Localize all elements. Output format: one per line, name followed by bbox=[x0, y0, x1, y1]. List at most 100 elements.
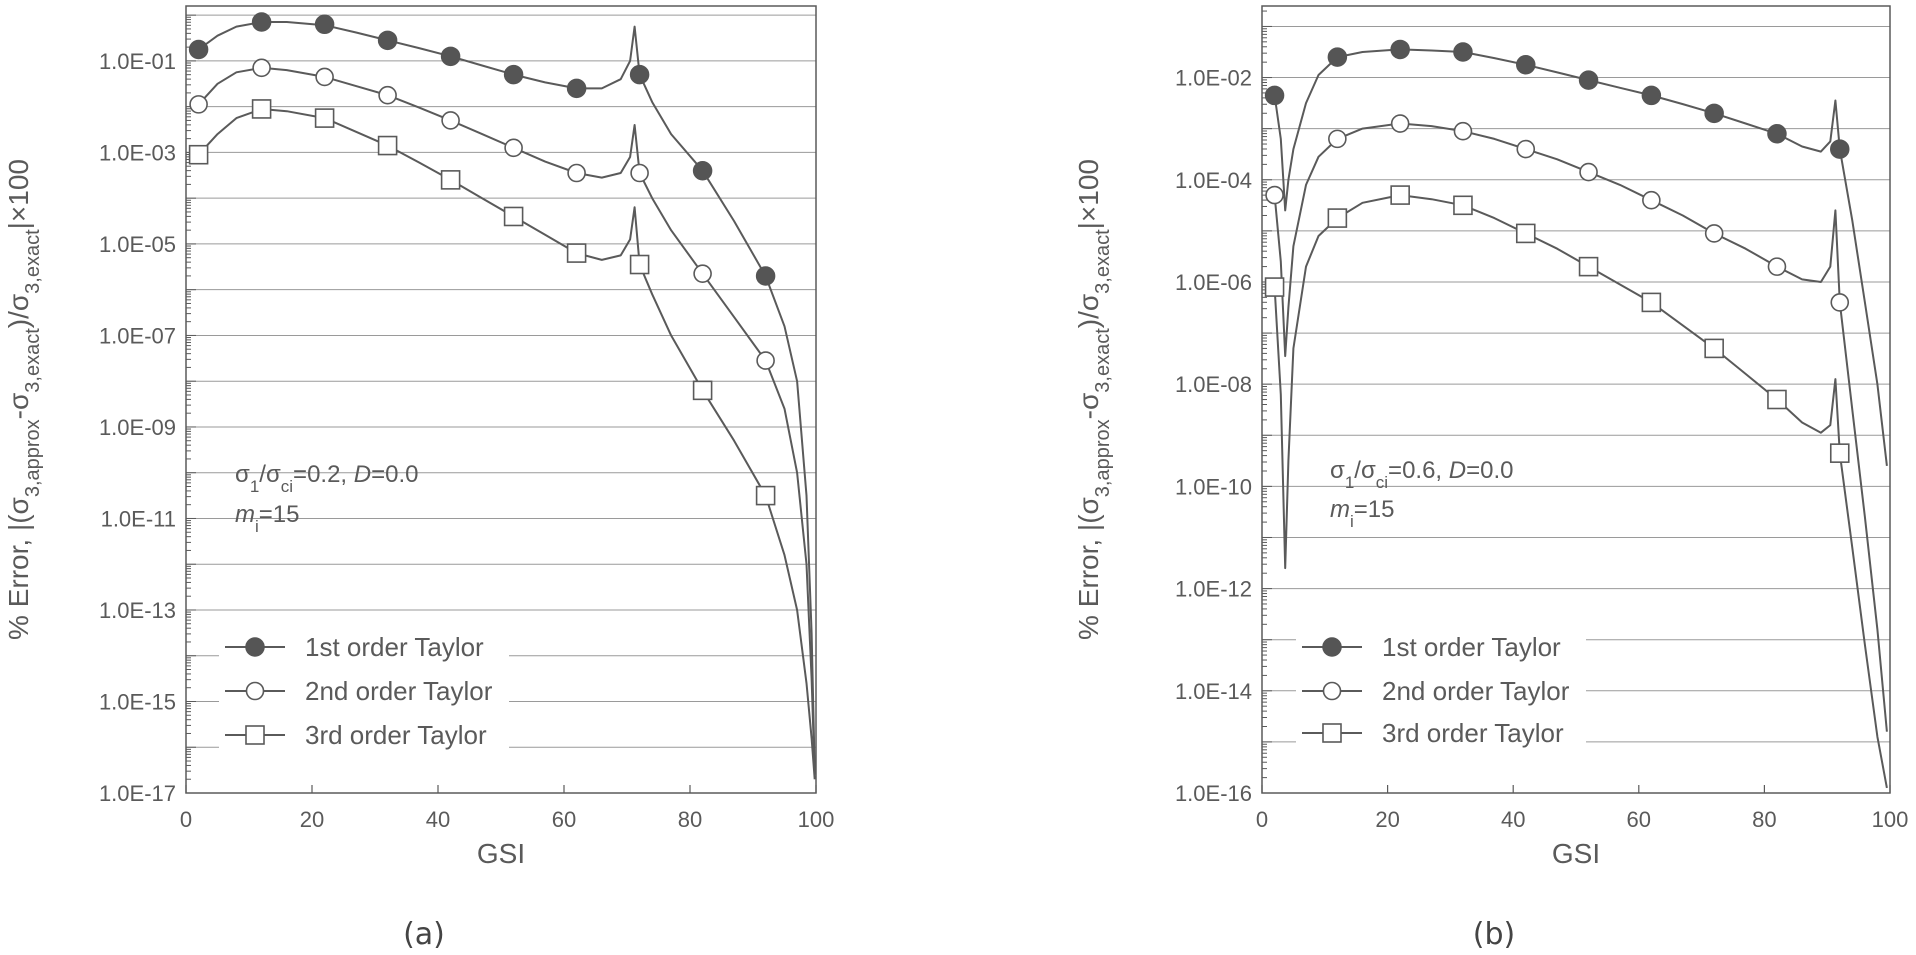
legend-label: 1st order Taylor bbox=[305, 632, 484, 662]
legend-entry: 1st order Taylor bbox=[219, 631, 509, 665]
data-point bbox=[1453, 42, 1473, 62]
data-point bbox=[503, 206, 524, 227]
series-3 bbox=[1264, 185, 1888, 789]
y-tick-label: 1.0E-03 bbox=[99, 140, 176, 165]
x-tick-label: 100 bbox=[1872, 807, 1909, 832]
y-tick-label: 1.0E-17 bbox=[99, 781, 176, 806]
data-point bbox=[1265, 185, 1284, 205]
data-point bbox=[1516, 55, 1536, 75]
x-tick-label: 100 bbox=[798, 807, 835, 832]
y-tick-label: 1.0E-06 bbox=[1175, 270, 1252, 295]
series-3 bbox=[188, 99, 816, 780]
data-point bbox=[692, 160, 713, 181]
data-point bbox=[567, 163, 586, 183]
y-tick-label: 1.0E-10 bbox=[1175, 474, 1252, 499]
y-tick-label: 1.0E-13 bbox=[99, 598, 176, 623]
x-tick-label: 20 bbox=[1375, 807, 1399, 832]
data-point bbox=[252, 58, 271, 78]
data-point bbox=[1579, 162, 1598, 182]
data-point bbox=[566, 243, 587, 263]
data-point bbox=[1704, 224, 1724, 243]
panel-label: (a) bbox=[403, 917, 445, 952]
data-point bbox=[251, 12, 272, 32]
data-point bbox=[755, 485, 776, 506]
series-1 bbox=[1264, 39, 1888, 467]
data-point bbox=[1390, 39, 1410, 60]
legend-marker bbox=[245, 637, 265, 657]
data-point bbox=[188, 39, 209, 60]
data-point bbox=[1642, 190, 1661, 210]
y-axis-label: % Error, |(σ3,approx-σ3,exact)/σ3,exact|… bbox=[3, 159, 44, 640]
data-point bbox=[377, 135, 398, 156]
y-tick-label: 1.0E-05 bbox=[99, 232, 176, 257]
data-point bbox=[1515, 223, 1536, 244]
data-point bbox=[1641, 292, 1662, 313]
data-point bbox=[314, 14, 335, 35]
data-point bbox=[1641, 85, 1662, 106]
series-line bbox=[198, 21, 816, 771]
data-point bbox=[314, 108, 335, 128]
plot-frame bbox=[185, 5, 817, 794]
plot-frame bbox=[1261, 5, 1891, 794]
y-tick-label: 1.0E-04 bbox=[1175, 168, 1252, 193]
annotation-mi: mi=15 bbox=[235, 501, 300, 536]
legend-entry: 2nd order Taylor bbox=[219, 675, 509, 709]
data-point bbox=[1578, 70, 1599, 90]
y-tick-label: 1.0E-12 bbox=[1175, 577, 1252, 602]
data-point bbox=[1390, 114, 1410, 133]
x-tick-label: 40 bbox=[426, 807, 450, 832]
series-2 bbox=[189, 58, 816, 775]
x-tick-label: 80 bbox=[1752, 807, 1776, 832]
data-point bbox=[756, 351, 775, 370]
data-point bbox=[1327, 208, 1348, 228]
data-point bbox=[1264, 85, 1285, 106]
legend-entry: 3rd order Taylor bbox=[219, 719, 509, 753]
data-point bbox=[1578, 256, 1599, 277]
data-point bbox=[189, 95, 208, 114]
y-tick-label: 1.0E-09 bbox=[99, 415, 176, 440]
x-tick-label: 60 bbox=[1627, 807, 1651, 832]
data-point bbox=[377, 30, 398, 51]
legend-marker bbox=[1322, 681, 1342, 701]
legend-label: 1st order Taylor bbox=[1382, 632, 1561, 662]
data-point bbox=[441, 111, 460, 130]
data-point bbox=[315, 67, 334, 87]
data-point bbox=[629, 254, 650, 275]
data-point bbox=[1829, 443, 1850, 463]
y-tick-label: 1.0E-07 bbox=[99, 323, 176, 348]
legend-entry: 1st order Taylor bbox=[1296, 631, 1586, 665]
data-point bbox=[378, 85, 397, 105]
legend-label: 2nd order Taylor bbox=[1382, 676, 1570, 706]
data-point bbox=[1327, 47, 1348, 67]
panel-b: 1.0E-02 1.0E-04 1.0E-06 1.0E-08 1.0E-10 1.0E-… bbox=[1073, 5, 1909, 952]
y-tick-label: 1.0E-14 bbox=[1175, 679, 1252, 704]
y-axis-label: % Error, |(σ3,approx-σ3,exact)/σ3,exact|… bbox=[1073, 159, 1114, 640]
panel-label: (b) bbox=[1473, 917, 1515, 952]
annotation-stress-ratio: σ1/σci=0.2, D=0.0 bbox=[235, 461, 419, 496]
legend-label: 3rd order Taylor bbox=[305, 720, 487, 750]
x-axis-label: GSI bbox=[1552, 838, 1600, 869]
data-point bbox=[1453, 195, 1473, 216]
data-point bbox=[1264, 277, 1285, 297]
legend-marker bbox=[245, 681, 265, 701]
data-point bbox=[504, 138, 523, 158]
data-point bbox=[1767, 124, 1787, 144]
series-line bbox=[197, 108, 816, 780]
data-point bbox=[1704, 103, 1724, 124]
annotation-mi: mi=15 bbox=[1330, 496, 1395, 531]
x-axis-label: GSI bbox=[477, 838, 525, 869]
data-point bbox=[755, 266, 776, 286]
legend-label: 3rd order Taylor bbox=[1382, 718, 1564, 748]
data-point bbox=[188, 144, 209, 165]
data-point bbox=[566, 78, 587, 99]
data-point bbox=[1830, 139, 1850, 159]
annotation-stress-ratio: σ1/σci=0.6, D=0.0 bbox=[1330, 457, 1514, 492]
data-point bbox=[503, 64, 524, 85]
x-tick-label: 0 bbox=[1256, 807, 1268, 832]
y-tick-label: 1.0E-11 bbox=[101, 506, 176, 531]
panel-a: 1.0E-01 1.0E-03 1.0E-05 1.0E-07 1.0E-09 1.0E-… bbox=[3, 5, 835, 952]
legend-marker bbox=[1322, 637, 1342, 657]
data-point bbox=[1767, 389, 1787, 410]
legend-entry: 3rd order Taylor bbox=[1296, 717, 1586, 751]
